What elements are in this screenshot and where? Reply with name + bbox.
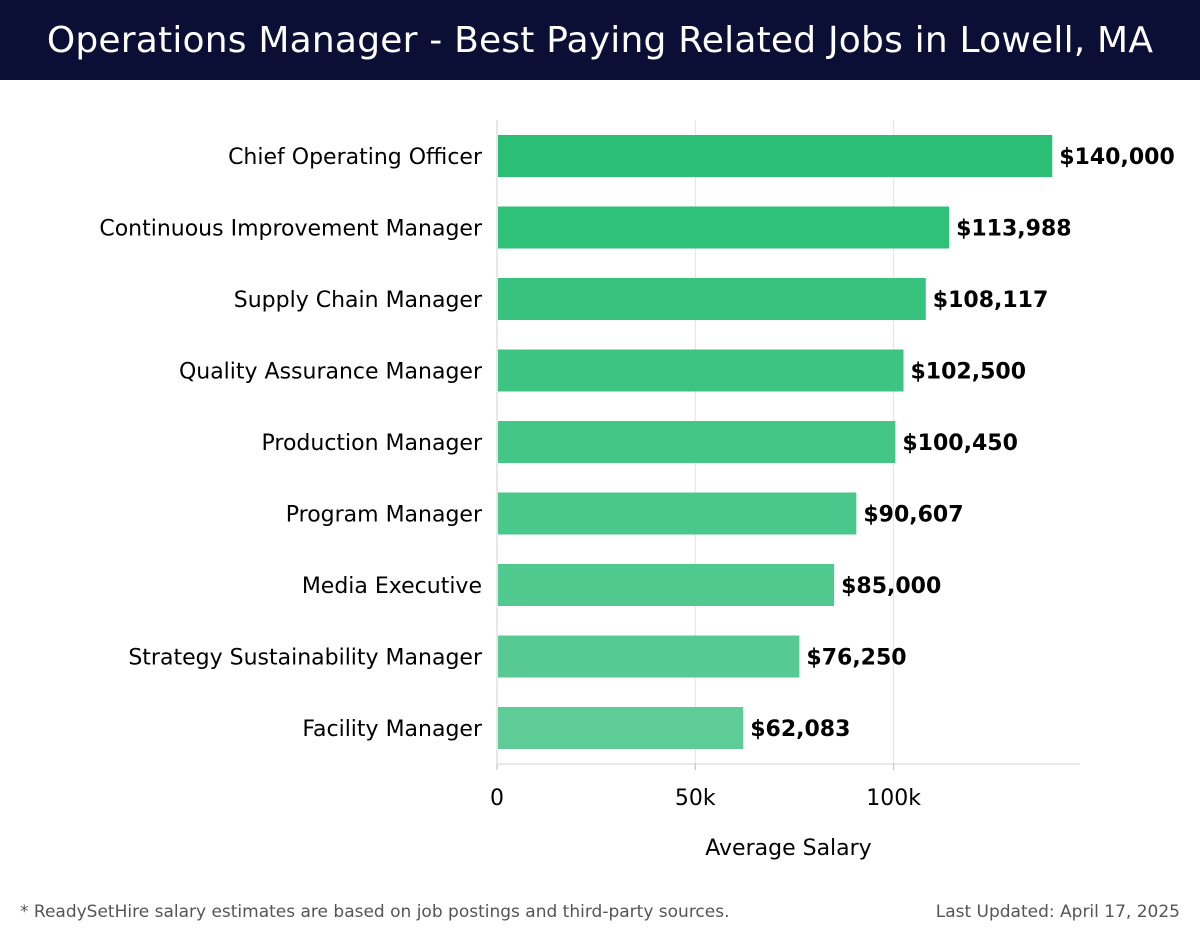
- bar-1: [498, 135, 1053, 177]
- category-label-6: Program Manager: [286, 503, 483, 528]
- category-label-2: Continuous Improvement Manager: [99, 217, 483, 242]
- labels: Chief Operating Officer $140,000 Continuou…: [99, 145, 1174, 742]
- value-label-4: $102,500: [911, 360, 1027, 385]
- x-tick-label-1: 50k: [675, 786, 716, 811]
- header-banner: Operations Manager - Best Paying Related…: [0, 0, 1200, 80]
- value-label-1: $140,000: [1059, 145, 1175, 170]
- value-label-9: $62,083: [750, 717, 850, 742]
- footnote: * ReadySetHire salary estimates are base…: [20, 902, 730, 922]
- x-tick-label-0: 0: [490, 786, 504, 811]
- category-label-7: Media Executive: [302, 574, 482, 599]
- bar-9: [498, 707, 744, 749]
- value-label-6: $90,607: [863, 503, 963, 528]
- value-label-3: $108,117: [933, 288, 1049, 313]
- value-label-8: $76,250: [806, 646, 906, 671]
- bars: [498, 135, 1053, 749]
- bar-2: [498, 206, 950, 249]
- value-label-2: $113,988: [956, 217, 1072, 242]
- category-label-5: Production Manager: [262, 431, 483, 456]
- last-updated: Last Updated: April 17, 2025: [935, 902, 1180, 922]
- chart-title: Operations Manager - Best Paying Related…: [46, 19, 1154, 61]
- bar-7: [498, 564, 835, 606]
- bar-4: [498, 349, 904, 392]
- bar-3: [498, 278, 926, 320]
- x-axis: 0 50k 100k Average Salary: [490, 120, 1080, 861]
- category-label-1: Chief Operating Officer: [228, 145, 483, 170]
- bar-5: [498, 421, 896, 463]
- value-label-7: $85,000: [841, 574, 941, 599]
- category-label-9: Facility Manager: [302, 717, 483, 742]
- bar-6: [498, 492, 857, 535]
- category-label-3: Supply Chain Manager: [234, 288, 483, 313]
- x-tick-label-2: 100k: [866, 786, 921, 811]
- salary-bar-chart: Chief Operating Officer $140,000 Continuou…: [99, 120, 1175, 861]
- x-axis-title: Average Salary: [705, 836, 871, 861]
- bar-8: [498, 635, 800, 678]
- category-label-8: Strategy Sustainability Manager: [128, 646, 483, 671]
- value-label-5: $100,450: [902, 431, 1018, 456]
- category-label-4: Quality Assurance Manager: [179, 360, 483, 385]
